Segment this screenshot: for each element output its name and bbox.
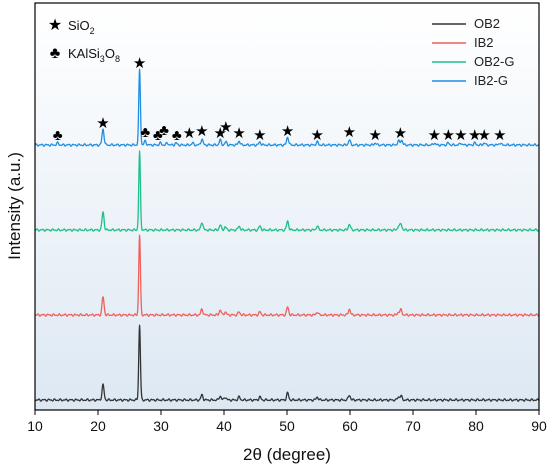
sio2-marker-19: ★ <box>442 127 455 144</box>
x-axis-title: 2θ (degree) <box>243 445 331 464</box>
series-line-ob2-g <box>34 150 540 232</box>
kalsi3o8-marker-0: ♣ <box>53 127 63 144</box>
x-tick-label-90: 90 <box>531 418 547 434</box>
kalsi3o8-marker-6: ♣ <box>172 127 182 144</box>
series-line-ob2 <box>34 324 540 402</box>
sio2-marker-23: ★ <box>493 127 506 144</box>
x-tick-label-80: 80 <box>468 418 484 434</box>
series-line-ib2-g <box>34 68 540 147</box>
x-tick-label-60: 60 <box>342 418 358 434</box>
sio2-legend-label: SiO2 <box>68 18 95 36</box>
phase-symbol-legend: ★ SiO2 ♣ KAlSi3O8 <box>48 17 120 64</box>
y-axis-title: Intensity (a.u.) <box>5 152 24 260</box>
sio2-marker-8: ★ <box>195 123 208 140</box>
sio2-marker-10: ★ <box>219 119 232 136</box>
sio2-marker-13: ★ <box>281 123 294 140</box>
x-tick-label-10: 10 <box>27 418 43 434</box>
x-axis-ticks: 10 20 30 40 50 60 70 80 90 <box>27 410 547 434</box>
series-layer <box>34 68 540 402</box>
sio2-marker-11: ★ <box>232 125 245 142</box>
kalsi3o8-marker-4: ♣ <box>153 127 163 144</box>
x-tick-label-40: 40 <box>216 418 232 434</box>
kalsi3o8-legend-label: KAlSi3O8 <box>68 46 120 64</box>
sio2-marker-17: ★ <box>394 125 407 142</box>
sio2-marker-22: ★ <box>477 127 490 144</box>
sio2-marker-16: ★ <box>368 127 381 144</box>
sio2-marker-7: ★ <box>183 125 196 142</box>
series-line-ib2 <box>34 234 540 317</box>
legend-label-ob2-g: OB2-G <box>474 54 514 69</box>
series-legend: OB2 IB2 OB2-G IB2-G <box>432 16 514 88</box>
x-tick-label-30: 30 <box>153 418 169 434</box>
sio2-marker-15: ★ <box>343 124 356 141</box>
legend-label-ib2-g: IB2-G <box>474 73 508 88</box>
sio2-legend-symbol: ★ <box>48 17 62 34</box>
sio2-marker-2: ★ <box>133 55 146 72</box>
x-tick-label-20: 20 <box>90 418 106 434</box>
kalsi3o8-marker-5: ♣ <box>159 122 169 139</box>
sio2-marker-21: ★ <box>468 127 481 144</box>
sio2-marker-1: ★ <box>96 115 109 132</box>
sio2-marker-18: ★ <box>428 127 441 144</box>
kalsi3o8-marker-3: ♣ <box>140 124 150 141</box>
legend-label-ib2: IB2 <box>474 35 494 50</box>
plot-background <box>35 3 539 410</box>
sio2-marker-9: ★ <box>213 125 226 142</box>
kalsi3o8-legend-symbol: ♣ <box>50 45 61 62</box>
phase-marker-layer: ♣★★♣ ♣♣ ♣ ★ ★ ★★ ★ ★ ★ ★ ★ ★ ★ ★ ★ ★ ★★ ★ <box>53 55 507 144</box>
sio2-marker-20: ★ <box>454 127 467 144</box>
sio2-marker-14: ★ <box>310 127 323 144</box>
legend-label-ob2: OB2 <box>474 16 500 31</box>
x-tick-label-50: 50 <box>279 418 295 434</box>
x-tick-label-70: 70 <box>405 418 421 434</box>
sio2-marker-12: ★ <box>253 127 266 144</box>
